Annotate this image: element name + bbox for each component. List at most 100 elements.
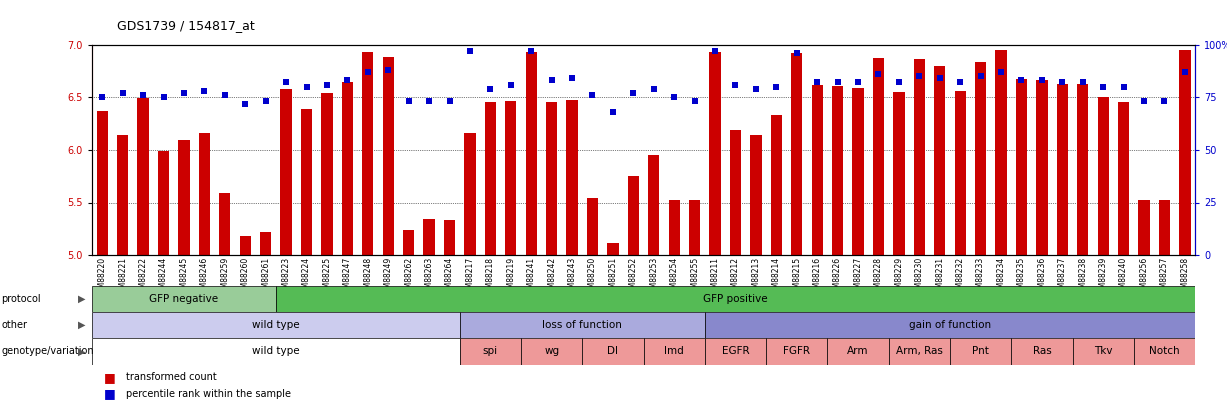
Text: wild type: wild type [252, 320, 299, 330]
Point [1155, 98, 1174, 104]
Text: GSM88246: GSM88246 [200, 257, 209, 298]
Text: GSM88226: GSM88226 [833, 257, 842, 298]
Text: GSM88253: GSM88253 [649, 257, 658, 298]
Text: transformed count: transformed count [126, 372, 217, 382]
Text: GSM88212: GSM88212 [731, 257, 740, 298]
Text: loss of function: loss of function [542, 320, 622, 330]
Bar [92, 338, 460, 365]
Point [215, 92, 234, 98]
Point [1011, 77, 1031, 83]
Point [276, 79, 296, 86]
Text: GSM88239: GSM88239 [1098, 257, 1108, 298]
Text: GSM88214: GSM88214 [772, 257, 780, 298]
Point [971, 73, 990, 79]
Text: GSM88231: GSM88231 [935, 257, 945, 298]
Bar [199, 133, 210, 255]
Bar [709, 52, 720, 255]
Text: GSM88256: GSM88256 [1140, 257, 1148, 298]
Text: GSM88260: GSM88260 [240, 257, 250, 298]
Bar [811, 85, 823, 255]
Bar [276, 286, 1195, 312]
Point [869, 71, 888, 77]
Bar [97, 111, 108, 255]
Bar [281, 89, 292, 255]
Text: GSM88216: GSM88216 [812, 257, 822, 298]
Bar [730, 130, 741, 255]
Text: GSM88248: GSM88248 [363, 257, 372, 298]
Point [930, 75, 950, 81]
Text: GSM88263: GSM88263 [425, 257, 433, 298]
Bar [1037, 80, 1048, 255]
Bar [220, 193, 231, 255]
Bar [704, 338, 766, 365]
Bar [525, 52, 537, 255]
Text: GSM88215: GSM88215 [793, 257, 801, 298]
Bar [827, 338, 888, 365]
Text: Ras: Ras [1032, 346, 1052, 356]
Point [1053, 79, 1072, 86]
Point [848, 79, 867, 86]
Point [644, 85, 664, 92]
Text: Imd: Imd [664, 346, 685, 356]
Point [134, 92, 153, 98]
Bar [648, 155, 659, 255]
Point [1175, 69, 1195, 75]
Bar [704, 312, 1195, 338]
Point [399, 98, 418, 104]
Text: GSM88245: GSM88245 [179, 257, 189, 298]
Point [153, 94, 173, 100]
Bar [402, 230, 415, 255]
Point [460, 48, 480, 54]
Bar [607, 243, 618, 255]
Text: percentile rank within the sample: percentile rank within the sample [126, 389, 291, 399]
Text: GSM88250: GSM88250 [588, 257, 598, 298]
Text: ▶: ▶ [79, 320, 86, 330]
Bar [567, 100, 578, 255]
Bar [460, 312, 704, 338]
Point [890, 79, 909, 86]
Bar [321, 93, 333, 255]
Text: wg: wg [544, 346, 560, 356]
Bar [853, 88, 864, 255]
Text: GSM88211: GSM88211 [710, 257, 719, 298]
Text: Pnt: Pnt [972, 346, 989, 356]
Bar [872, 58, 885, 255]
Point [256, 98, 276, 104]
Bar [546, 102, 557, 255]
Bar [587, 198, 598, 255]
Text: GSM88262: GSM88262 [404, 257, 413, 298]
Text: genotype/variation: genotype/variation [1, 346, 93, 356]
Point [787, 50, 806, 56]
Point [767, 83, 787, 90]
Bar [1139, 200, 1150, 255]
Point [951, 79, 971, 86]
Text: GSM88213: GSM88213 [751, 257, 761, 298]
Bar [1134, 338, 1195, 365]
Text: GSM88227: GSM88227 [854, 257, 863, 298]
Bar [178, 141, 189, 255]
Text: GSM88233: GSM88233 [977, 257, 985, 298]
Text: GSM88255: GSM88255 [690, 257, 699, 298]
Point [92, 94, 112, 100]
Bar [423, 220, 434, 255]
Text: GSM88220: GSM88220 [98, 257, 107, 298]
Text: GSM88234: GSM88234 [996, 257, 1006, 298]
Bar [464, 133, 476, 255]
Point [828, 79, 848, 86]
Bar [92, 286, 276, 312]
Point [297, 83, 317, 90]
Point [113, 90, 133, 96]
Bar [832, 85, 843, 255]
Bar [460, 338, 521, 365]
Text: Arm: Arm [848, 346, 869, 356]
Bar [1118, 102, 1129, 255]
Bar [1098, 97, 1109, 255]
Point [420, 98, 439, 104]
Bar [485, 102, 496, 255]
Bar [506, 101, 517, 255]
Point [501, 81, 520, 88]
Text: GFP positive: GFP positive [703, 294, 768, 304]
Text: GSM88257: GSM88257 [1160, 257, 1169, 298]
Text: GSM88251: GSM88251 [609, 257, 617, 298]
Text: gain of function: gain of function [909, 320, 991, 330]
